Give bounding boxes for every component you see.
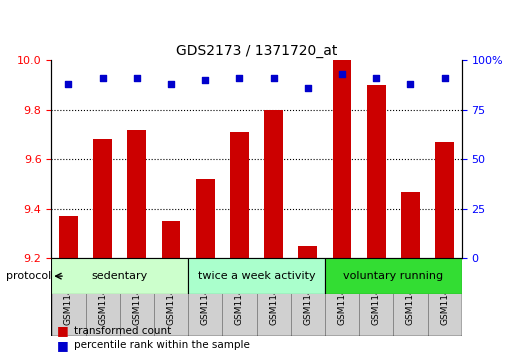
- FancyBboxPatch shape: [120, 258, 154, 336]
- FancyBboxPatch shape: [222, 258, 256, 336]
- FancyBboxPatch shape: [359, 258, 393, 336]
- Bar: [299, 246, 317, 258]
- Point: [269, 75, 278, 81]
- FancyBboxPatch shape: [291, 258, 325, 336]
- Text: transformed count: transformed count: [74, 326, 172, 336]
- FancyBboxPatch shape: [393, 258, 427, 336]
- Point: [406, 81, 415, 87]
- Bar: [127, 130, 146, 258]
- Text: GSM114624: GSM114624: [269, 270, 278, 325]
- Bar: [93, 139, 112, 258]
- Bar: [230, 132, 249, 258]
- FancyBboxPatch shape: [256, 258, 291, 336]
- Point: [304, 85, 312, 91]
- Bar: [401, 192, 420, 258]
- Text: GSM114629: GSM114629: [167, 270, 175, 325]
- Text: GSM114619: GSM114619: [372, 270, 381, 325]
- FancyBboxPatch shape: [325, 258, 462, 294]
- Text: percentile rank within the sample: percentile rank within the sample: [74, 340, 250, 350]
- Point: [201, 77, 209, 83]
- Bar: [435, 142, 454, 258]
- Point: [64, 81, 72, 87]
- Bar: [59, 216, 78, 258]
- FancyBboxPatch shape: [427, 258, 462, 336]
- Point: [133, 75, 141, 81]
- Text: GSM114622: GSM114622: [201, 270, 210, 325]
- Text: twice a week activity: twice a week activity: [198, 271, 315, 281]
- Point: [338, 71, 346, 77]
- FancyBboxPatch shape: [51, 258, 86, 336]
- Point: [98, 75, 107, 81]
- FancyBboxPatch shape: [188, 258, 325, 294]
- Point: [167, 81, 175, 87]
- FancyBboxPatch shape: [325, 258, 359, 336]
- Bar: [332, 60, 351, 258]
- Text: ■: ■: [56, 325, 68, 337]
- Point: [441, 75, 449, 81]
- Text: GSM114627: GSM114627: [98, 270, 107, 325]
- Text: GSM114625: GSM114625: [303, 270, 312, 325]
- Text: sedentary: sedentary: [92, 271, 148, 281]
- Bar: [162, 221, 181, 258]
- Bar: [367, 85, 386, 258]
- FancyBboxPatch shape: [51, 258, 188, 294]
- Point: [372, 75, 380, 81]
- Text: ■: ■: [56, 339, 68, 352]
- FancyBboxPatch shape: [154, 258, 188, 336]
- Text: GSM114628: GSM114628: [132, 270, 141, 325]
- Text: GSM114620: GSM114620: [406, 270, 415, 325]
- Title: GDS2173 / 1371720_at: GDS2173 / 1371720_at: [176, 44, 337, 58]
- FancyBboxPatch shape: [188, 258, 222, 336]
- Bar: [196, 179, 214, 258]
- Text: protocol: protocol: [6, 271, 51, 281]
- Text: voluntary running: voluntary running: [343, 271, 443, 281]
- Text: GSM114621: GSM114621: [440, 270, 449, 325]
- Bar: [264, 110, 283, 258]
- Text: GSM114618: GSM114618: [338, 270, 346, 325]
- Text: GSM114623: GSM114623: [235, 270, 244, 325]
- Text: GSM114626: GSM114626: [64, 270, 73, 325]
- Point: [235, 75, 244, 81]
- FancyBboxPatch shape: [86, 258, 120, 336]
